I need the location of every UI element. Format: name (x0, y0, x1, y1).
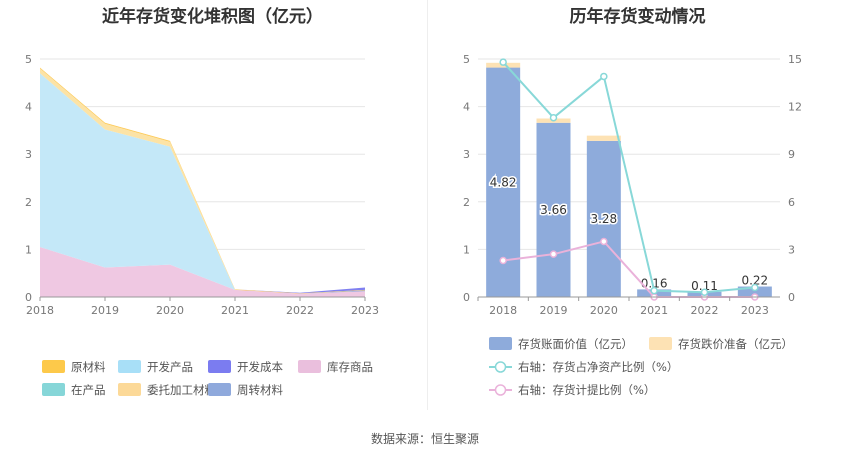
left-x-tick-label: 2018 (26, 304, 54, 317)
bar-value-label: 3.28 (590, 212, 617, 226)
right-y2-tick-label: 6 (788, 196, 795, 209)
left-legend-label: 原材料 (71, 360, 106, 374)
left-x-tick-label: 2020 (156, 304, 184, 317)
right-y2-tick-label: 3 (788, 243, 795, 256)
right-y-tick-label: 5 (463, 53, 470, 66)
legend-label-ratio: 右轴：存货占净资产比例（%） (518, 360, 678, 374)
left-x-tick-label: 2019 (91, 304, 119, 317)
area-开发产品 (40, 73, 365, 294)
net-asset-ratio-line (502, 61, 755, 294)
left-y-tick-label: 0 (25, 291, 32, 304)
left-chart-title: 近年存货变化堆积图（亿元） (102, 7, 323, 27)
net-asset-ratio-point (700, 288, 709, 296)
right-chart-title: 历年存货变动情况 (569, 7, 706, 27)
net-asset-ratio-point (600, 72, 608, 81)
left-y-tick-label: 4 (25, 101, 32, 114)
left-legend-label: 库存商品 (327, 360, 373, 374)
bar-value-label: 0.16 (641, 276, 668, 290)
legend-label-provision: 右轴：存货计提比例（%） (518, 383, 655, 397)
left-legend-swatch (118, 383, 141, 396)
legend-swatch-book (489, 337, 512, 350)
bar-book-value (586, 140, 621, 297)
left-legend-swatch (42, 360, 65, 373)
right-x-tick-label: 2020 (590, 304, 618, 317)
legend-label-impair: 存货跌价准备（亿元） (678, 337, 793, 351)
right-y-tick-label: 0 (463, 291, 470, 304)
right-y2-tick-label: 9 (788, 148, 795, 161)
right-y-tick-label: 1 (463, 243, 470, 256)
bar-book-value (536, 122, 571, 297)
bar-impairment (586, 135, 621, 141)
net-asset-ratio-point (499, 58, 507, 66)
right-y-tick-label: 3 (463, 148, 470, 161)
provision-ratio-point (549, 250, 558, 258)
left-y-tick-label: 1 (25, 243, 32, 256)
left-legend-swatch (118, 360, 141, 373)
bar-value-label: 3.66 (540, 203, 567, 217)
left-legend-label: 周转材料 (237, 383, 283, 397)
left-legend-label: 委托加工材料 (147, 383, 216, 397)
net-asset-ratio-point (650, 286, 658, 295)
right-y-tick-label: 4 (463, 101, 470, 114)
left-legend-label: 开发产品 (147, 360, 193, 374)
right-x-tick-label: 2023 (741, 304, 769, 317)
right-y2-tick-label: 0 (788, 291, 795, 304)
left-x-tick-label: 2022 (286, 304, 314, 317)
left-legend-label: 开发成本 (237, 360, 283, 374)
left-y-tick-label: 2 (25, 196, 32, 209)
right-y-tick-label: 2 (463, 196, 470, 209)
left-y-tick-label: 3 (25, 148, 32, 161)
right-y2-tick-label: 12 (788, 101, 802, 114)
legend-label-book: 存货账面价值（亿元） (518, 337, 633, 351)
bar-value-label: 4.82 (490, 175, 517, 189)
right-x-tick-label: 2021 (640, 304, 668, 317)
left-legend-swatch (42, 383, 65, 396)
right-x-tick-label: 2018 (489, 304, 517, 317)
left-legend-label: 在产品 (71, 383, 106, 397)
left-x-tick-label: 2023 (351, 304, 379, 317)
legend-swatch-impair (649, 337, 672, 350)
bar-value-label: 0.11 (691, 279, 718, 293)
right-x-tick-label: 2022 (691, 304, 719, 317)
left-legend-swatch (208, 360, 231, 373)
net-asset-ratio-point (751, 283, 759, 292)
legend-marker-ratio (494, 361, 507, 373)
left-legend-swatch (208, 383, 231, 396)
legend-marker-provision (494, 384, 507, 396)
net-asset-ratio-point (549, 113, 558, 122)
left-x-tick-label: 2021 (221, 304, 249, 317)
right-x-tick-label: 2019 (540, 304, 568, 317)
area-库存商品 (40, 247, 365, 297)
data-source: 数据来源：恒生聚源 (370, 432, 479, 446)
bar-value-label: 0.22 (741, 274, 768, 288)
provision-ratio-point (600, 237, 608, 246)
panel-divider (427, 0, 428, 410)
right-y2-tick-label: 15 (788, 53, 802, 66)
bar-book-value (737, 286, 772, 297)
left-y-tick-label: 5 (25, 53, 32, 66)
left-legend-swatch (298, 360, 321, 373)
provision-ratio-point (499, 256, 507, 265)
